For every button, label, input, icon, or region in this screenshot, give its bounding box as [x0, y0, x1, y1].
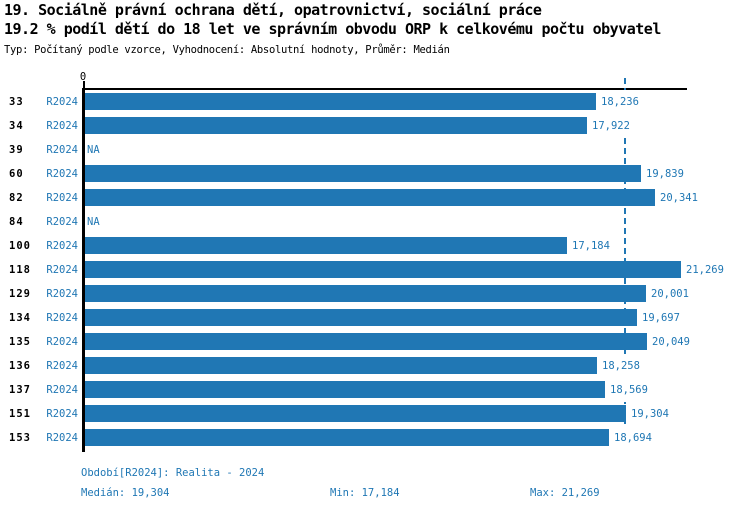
chart-top-axis: [84, 88, 687, 90]
chart-row: 84 R2024 NA: [0, 210, 750, 234]
chart-row: 151 R2024 19,304: [0, 402, 750, 426]
na-value-label: NA: [87, 216, 100, 228]
median-stat: Medián: 19,304: [81, 487, 170, 499]
orp-code-label: 100: [9, 240, 31, 252]
orp-code-label: 118: [9, 264, 31, 276]
orp-code-label: 60: [9, 168, 24, 180]
na-value-label: NA: [87, 144, 100, 156]
chart-row: 136 R2024 18,258: [0, 354, 750, 378]
bar-chart-rows: 33 R2024 18,236 34 R2024 17,922 39 R2024 NA 60 R20…: [0, 90, 750, 450]
value-label: 17,922: [592, 114, 630, 138]
series-label: R2024: [46, 192, 78, 204]
series-label: R2024: [46, 384, 78, 396]
value-bar: [85, 165, 641, 182]
value-label: 18,694: [614, 426, 652, 450]
value-bar: [85, 309, 637, 326]
value-label: 18,569: [610, 378, 648, 402]
orp-code-label: 153: [9, 432, 31, 444]
value-bar: [85, 93, 596, 110]
value-bar: [85, 405, 626, 422]
value-label: 20,049: [652, 330, 690, 354]
chart-row: 135 R2024 20,049: [0, 330, 750, 354]
series-label: R2024: [46, 168, 78, 180]
chart-row: 153 R2024 18,694: [0, 426, 750, 450]
value-bar: [85, 285, 646, 302]
series-label: R2024: [46, 216, 78, 228]
indicator-meta: Typ: Počítaný podle vzorce, Vyhodnocení:…: [4, 44, 450, 56]
value-bar: [85, 189, 655, 206]
orp-code-label: 33: [9, 96, 24, 108]
x-axis-zero-tick: [83, 81, 85, 89]
chart-row: 33 R2024 18,236: [0, 90, 750, 114]
orp-code-label: 82: [9, 192, 24, 204]
chart-row: 60 R2024 19,839: [0, 162, 750, 186]
value-bar: [85, 117, 587, 134]
value-bar: [85, 357, 597, 374]
chart-row: 34 R2024 17,922: [0, 114, 750, 138]
series-label: R2024: [46, 120, 78, 132]
orp-code-label: 34: [9, 120, 24, 132]
chart-left-axis: [82, 88, 85, 452]
value-label: 20,341: [660, 186, 698, 210]
series-label: R2024: [46, 312, 78, 324]
series-label: R2024: [46, 360, 78, 372]
series-label: R2024: [46, 408, 78, 420]
series-label: R2024: [46, 336, 78, 348]
value-label: 18,258: [602, 354, 640, 378]
chart-row: 134 R2024 19,697: [0, 306, 750, 330]
value-label: 20,001: [651, 282, 689, 306]
value-label: 19,697: [642, 306, 680, 330]
period-legend: Období[R2024]: Realita - 2024: [81, 467, 265, 479]
series-label: R2024: [46, 240, 78, 252]
chart-row: 118 R2024 21,269: [0, 258, 750, 282]
value-label: 17,184: [572, 234, 610, 258]
value-bar: [85, 333, 647, 350]
orp-code-label: 84: [9, 216, 24, 228]
value-label: 19,304: [631, 402, 669, 426]
orp-code-label: 136: [9, 360, 31, 372]
page-title: 19. Sociálně právní ochrana dětí, opatro…: [4, 1, 542, 19]
chart-row: 100 R2024 17,184: [0, 234, 750, 258]
value-label: 18,236: [601, 90, 639, 114]
value-label: 19,839: [646, 162, 684, 186]
orp-code-label: 129: [9, 288, 31, 300]
max-stat: Max: 21,269: [530, 487, 600, 499]
orp-code-label: 39: [9, 144, 24, 156]
x-axis-zero-tick-label: 0: [79, 71, 87, 83]
value-bar: [85, 237, 567, 254]
series-label: R2024: [46, 264, 78, 276]
value-label: 21,269: [686, 258, 724, 282]
orp-code-label: 135: [9, 336, 31, 348]
indicator-subtitle: 19.2 % podíl dětí do 18 let ve správním …: [4, 20, 661, 38]
series-label: R2024: [46, 288, 78, 300]
value-bar: [85, 261, 681, 278]
chart-row: 82 R2024 20,341: [0, 186, 750, 210]
series-label: R2024: [46, 432, 78, 444]
orp-code-label: 134: [9, 312, 31, 324]
orp-code-label: 137: [9, 384, 31, 396]
value-bar: [85, 429, 609, 446]
series-label: R2024: [46, 96, 78, 108]
orp-code-label: 151: [9, 408, 31, 420]
chart-row: 129 R2024 20,001: [0, 282, 750, 306]
min-stat: Min: 17,184: [330, 487, 400, 499]
series-label: R2024: [46, 144, 78, 156]
value-bar: [85, 381, 605, 398]
chart-row: 137 R2024 18,569: [0, 378, 750, 402]
chart-row: 39 R2024 NA: [0, 138, 750, 162]
